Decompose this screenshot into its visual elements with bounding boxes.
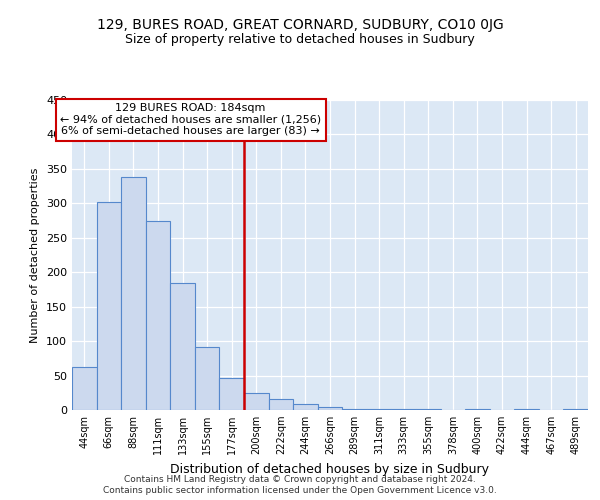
Text: 129 BURES ROAD: 184sqm
← 94% of detached houses are smaller (1,256)
6% of semi-d: 129 BURES ROAD: 184sqm ← 94% of detached…	[60, 103, 321, 136]
Text: Size of property relative to detached houses in Sudbury: Size of property relative to detached ho…	[125, 32, 475, 46]
Bar	[269, 399, 293, 410]
Bar	[563, 408, 588, 410]
Bar	[293, 404, 318, 410]
Bar	[342, 408, 367, 410]
Bar	[514, 408, 539, 410]
Bar	[72, 368, 97, 410]
Bar	[318, 407, 342, 410]
Bar	[121, 177, 146, 410]
Text: Contains public sector information licensed under the Open Government Licence v3: Contains public sector information licen…	[103, 486, 497, 495]
X-axis label: Distribution of detached houses by size in Sudbury: Distribution of detached houses by size …	[170, 462, 490, 475]
Bar	[367, 408, 391, 410]
Bar	[220, 378, 244, 410]
Text: 129, BURES ROAD, GREAT CORNARD, SUDBURY, CO10 0JG: 129, BURES ROAD, GREAT CORNARD, SUDBURY,…	[97, 18, 503, 32]
Y-axis label: Number of detached properties: Number of detached properties	[31, 168, 40, 342]
Bar	[146, 220, 170, 410]
Bar	[97, 202, 121, 410]
Bar	[465, 408, 490, 410]
Text: Contains HM Land Registry data © Crown copyright and database right 2024.: Contains HM Land Registry data © Crown c…	[124, 475, 476, 484]
Bar	[195, 348, 220, 410]
Bar	[170, 283, 195, 410]
Bar	[244, 394, 269, 410]
